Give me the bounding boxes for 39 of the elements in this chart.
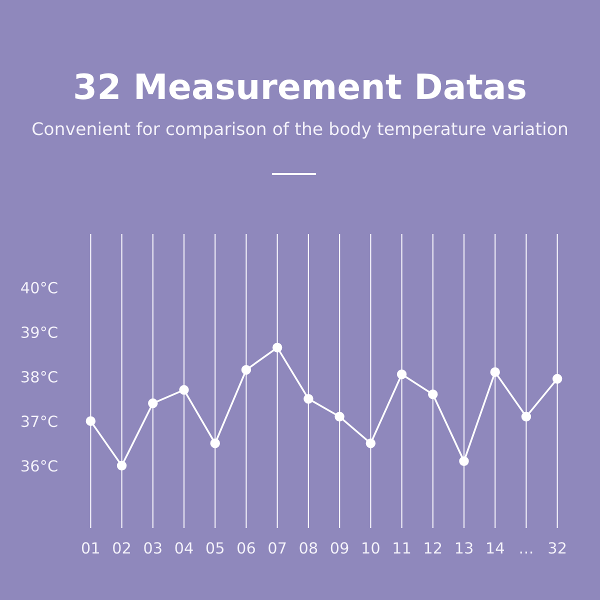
point xyxy=(428,390,438,400)
point xyxy=(552,374,562,384)
x-tick-label: 14 xyxy=(487,542,504,554)
point xyxy=(210,438,220,448)
point xyxy=(334,412,344,422)
point xyxy=(396,369,407,380)
point xyxy=(272,342,282,352)
x-tick-label: 12 xyxy=(424,542,442,554)
chart-title: 32 Measurement Datas xyxy=(75,73,526,100)
x-tick-label: 11 xyxy=(394,542,410,554)
y-tick-label: 36°C xyxy=(22,460,58,472)
x-tick-label: 03 xyxy=(144,542,162,554)
x-tick-label: 06 xyxy=(238,542,255,554)
y-tick-label: 40°C xyxy=(21,282,58,294)
point xyxy=(366,438,376,448)
x-tick-label: 13 xyxy=(456,542,472,554)
x-tick-label: 02 xyxy=(113,542,130,554)
point xyxy=(148,398,158,408)
x-tick-label: 04 xyxy=(175,542,193,554)
x-tick-label: 10 xyxy=(362,542,380,554)
chart-subtitle: Convenient for comparison of the body temperature variation xyxy=(32,122,567,139)
x-tick-label: 09 xyxy=(330,542,348,554)
point xyxy=(521,412,532,422)
x-tick-label: … xyxy=(520,552,532,554)
x-tick-label: 07 xyxy=(268,542,286,554)
point xyxy=(459,456,469,466)
y-tick-label: 39°C xyxy=(22,326,58,338)
point xyxy=(241,365,252,375)
y-tick-label: 38°C xyxy=(22,371,58,383)
point xyxy=(116,460,127,470)
point xyxy=(86,416,96,426)
point xyxy=(304,394,314,404)
y-tick-label: 37°C xyxy=(22,416,58,428)
x-tick-label: 08 xyxy=(300,542,318,554)
x-tick-label: 05 xyxy=(206,542,224,554)
point xyxy=(179,385,189,395)
x-tick-label: 32 xyxy=(548,542,566,554)
point xyxy=(490,367,500,377)
x-tick-label: 01 xyxy=(82,542,99,554)
